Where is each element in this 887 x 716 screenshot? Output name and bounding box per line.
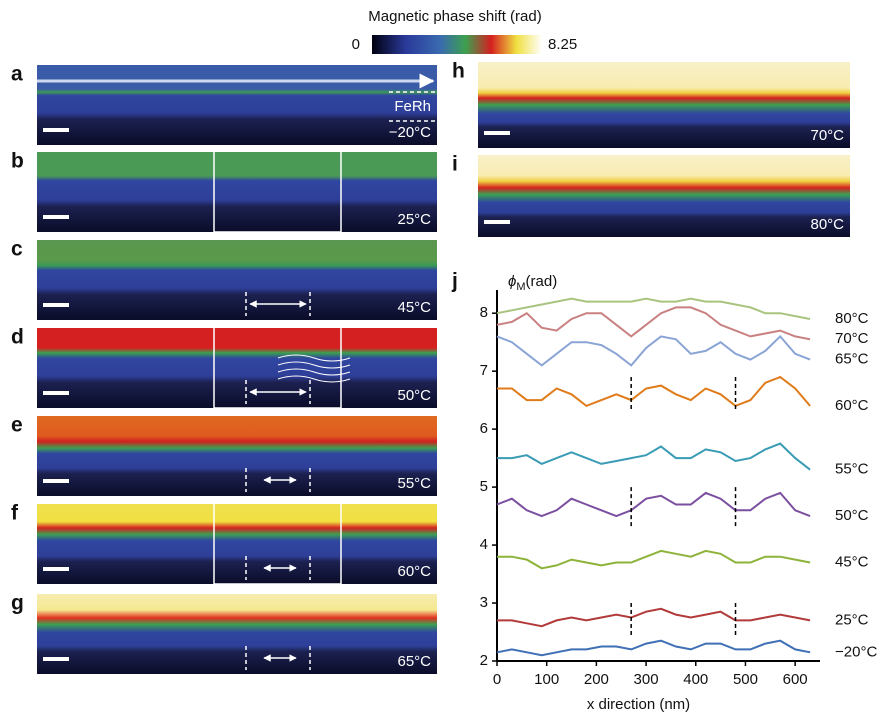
panel-letter: h bbox=[452, 60, 465, 83]
y-axis-label-symbol: ϕ bbox=[508, 273, 516, 290]
panel-letter: d bbox=[11, 326, 24, 349]
microscopy-image bbox=[37, 328, 437, 408]
data-line bbox=[496, 639, 811, 657]
y-tick-label: 2 bbox=[480, 652, 488, 669]
series-label: 50°C bbox=[835, 507, 869, 524]
panel-letter: e bbox=[11, 414, 23, 437]
y-axis-label-subscript: M bbox=[516, 281, 525, 293]
temperature-label: 25°C bbox=[397, 211, 431, 228]
wave-sketch bbox=[277, 354, 351, 362]
temperature-label: 60°C bbox=[397, 563, 431, 580]
y-axis-label: ϕM(rad) bbox=[508, 273, 557, 293]
y-tick-label: 5 bbox=[480, 478, 488, 495]
temperature-label: 45°C bbox=[397, 299, 431, 316]
series-label: 80°C bbox=[835, 310, 869, 327]
y-tick-label: 8 bbox=[480, 304, 488, 321]
y-tick-label: 6 bbox=[480, 420, 488, 437]
microscopy-image bbox=[37, 416, 437, 496]
microscopy-image bbox=[478, 62, 850, 148]
series-label: 70°C bbox=[835, 330, 869, 347]
inset-box bbox=[213, 149, 342, 233]
x-tick-label: 0 bbox=[493, 671, 501, 688]
colorbar bbox=[372, 35, 542, 54]
wave-sketch bbox=[277, 368, 351, 376]
x-axis-label: x direction (nm) bbox=[587, 696, 690, 713]
panel-letter: i bbox=[452, 153, 458, 176]
x-tick-label: 400 bbox=[683, 671, 708, 688]
x-tick-label: 500 bbox=[733, 671, 758, 688]
colorbar-max: 8.25 bbox=[548, 36, 577, 53]
layer-label: FeRh bbox=[394, 98, 431, 115]
x-tick-label: 600 bbox=[783, 671, 808, 688]
temperature-label: −20°C bbox=[389, 124, 431, 141]
data-line bbox=[497, 549, 811, 570]
x-tick-label: 300 bbox=[634, 671, 659, 688]
temperature-label: 50°C bbox=[397, 387, 431, 404]
y-tick-label: 4 bbox=[480, 536, 488, 553]
inset-box bbox=[213, 501, 342, 585]
temperature-label: 70°C bbox=[810, 127, 844, 144]
microscopy-image bbox=[37, 152, 437, 232]
panel-letter: g bbox=[11, 592, 24, 615]
x-tick-label: 200 bbox=[584, 671, 609, 688]
data-line bbox=[497, 442, 811, 471]
series-label: 65°C bbox=[835, 351, 869, 368]
temperature-label: 55°C bbox=[397, 475, 431, 492]
series-label: 25°C bbox=[835, 611, 869, 628]
wave-sketch bbox=[277, 375, 351, 383]
data-line bbox=[496, 297, 811, 320]
data-line bbox=[497, 375, 811, 408]
microscopy-image bbox=[37, 594, 437, 674]
temperature-label: 80°C bbox=[810, 216, 844, 233]
panel-letter: a bbox=[11, 63, 23, 86]
panel-letter: c bbox=[11, 238, 23, 261]
y-tick-label: 7 bbox=[480, 362, 488, 379]
y-tick-label: 3 bbox=[480, 594, 488, 611]
series-label: −20°C bbox=[835, 643, 877, 660]
microscopy-image bbox=[37, 65, 437, 145]
y-axis-label-unit: (rad) bbox=[526, 273, 558, 290]
image-panels: a −20°C FeRh b 25°C c 45°C d 50°C e 55°C f 60°C g 65°C… bbox=[11, 60, 850, 674]
wave-sketch bbox=[277, 361, 351, 369]
series-label: 55°C bbox=[835, 461, 869, 478]
data-line bbox=[496, 306, 811, 341]
microscopy-image bbox=[478, 155, 850, 237]
panel-letter: f bbox=[11, 502, 19, 525]
data-line bbox=[496, 491, 811, 518]
panel-letter: j bbox=[451, 270, 458, 293]
colorbar-title: Magnetic phase shift (rad) bbox=[368, 8, 541, 25]
series-label: 45°C bbox=[835, 553, 869, 570]
panel-letter: b bbox=[11, 150, 24, 173]
data-line bbox=[497, 607, 811, 628]
microscopy-image bbox=[37, 240, 437, 320]
line-chart: j ϕM(rad) 2 3 4 5 6 7 8 0 100 200 300 400 500 600 x dire… bbox=[451, 270, 877, 713]
series-label: 60°C bbox=[835, 397, 869, 414]
colorbar-min: 0 bbox=[352, 36, 360, 53]
microscopy-image bbox=[37, 504, 437, 584]
x-tick-label: 100 bbox=[534, 671, 559, 688]
temperature-label: 65°C bbox=[397, 653, 431, 670]
data-line bbox=[496, 334, 811, 367]
